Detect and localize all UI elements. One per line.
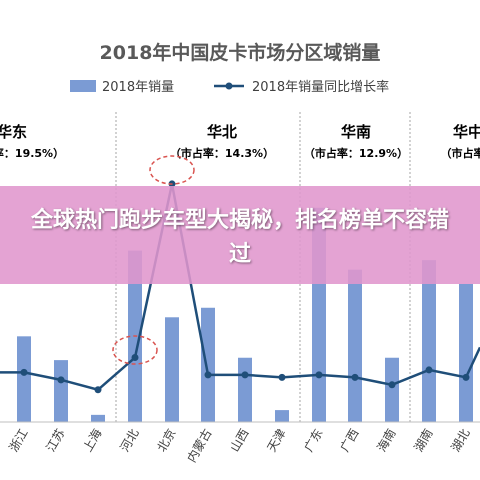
region-share: （市占率：14.3%）	[170, 146, 274, 160]
overlay-banner	[0, 186, 480, 284]
x-tick-label: 山西	[227, 427, 251, 455]
highlight-circle-peak	[149, 155, 195, 185]
x-tick-label: 湖南	[411, 426, 436, 454]
bar	[275, 410, 289, 422]
growth-point	[20, 368, 28, 376]
x-tick-label: 河北	[117, 427, 141, 455]
growth-point	[57, 376, 65, 384]
x-tick-label: 海南	[374, 426, 399, 454]
x-tick-label: 广西	[337, 427, 361, 455]
legend-bar-label: 2018年销量	[102, 80, 174, 95]
region-share: （市占率：12.9%）	[304, 146, 408, 160]
bar	[91, 414, 105, 422]
bar	[422, 260, 436, 422]
bar	[54, 360, 68, 422]
x-tick-label: 天津	[264, 427, 288, 455]
growth-point	[425, 366, 433, 374]
bar	[165, 317, 179, 422]
bar	[459, 283, 473, 422]
growth-point	[315, 371, 323, 379]
legend: 2018年销量 2018年销量同比增长率	[70, 79, 389, 95]
growth-point	[278, 373, 286, 381]
growth-point	[388, 381, 396, 389]
bar	[17, 336, 31, 422]
bar	[385, 357, 399, 422]
region-name: 华北	[207, 123, 237, 141]
legend-line-label: 2018年销量同比增长率	[252, 79, 389, 95]
region-name: 华东	[0, 123, 27, 141]
bar-series	[17, 207, 473, 422]
legend-line-marker	[225, 82, 233, 90]
highlight-circle-hebei	[112, 335, 158, 365]
x-tick-label: 江苏	[43, 427, 67, 455]
region-share: （市占率：19.5%）	[0, 146, 64, 160]
growth-point	[462, 373, 470, 381]
region-name: 华中	[453, 123, 480, 141]
x-tick-label: 广东	[301, 427, 325, 455]
x-tick-labels: 浙江 江苏 上海 河北 北京 内蒙古 山西 天津 广东 广西 海南 湖南 湖北	[6, 426, 472, 465]
growth-point	[204, 371, 212, 379]
region-labels: 华东 （市占率：19.5%） 华北 （市占率：14.3%） 华南 （市占率：12.9%） 华…	[0, 123, 480, 160]
x-tick-label: 湖北	[448, 426, 473, 454]
growth-point	[94, 386, 102, 394]
x-tick-label: 浙江	[6, 427, 30, 455]
x-tick-label: 北京	[154, 427, 178, 455]
bar	[238, 357, 252, 422]
x-tick-label: 内蒙古	[184, 426, 215, 465]
growth-point	[131, 354, 139, 362]
bar	[201, 307, 215, 422]
x-tick-label: 上海	[80, 426, 105, 454]
chart-title: 2018年中国皮卡市场分区域销量	[100, 41, 381, 64]
growth-point	[241, 371, 249, 379]
legend-bar-swatch	[70, 80, 96, 92]
region-share: （市占率：	[441, 146, 480, 160]
overlay-headline: 全球热门跑步车型大揭秘，排名榜单不容错过	[30, 208, 449, 267]
region-name: 华南	[341, 123, 371, 141]
growth-point	[351, 373, 359, 381]
bar	[348, 269, 362, 422]
